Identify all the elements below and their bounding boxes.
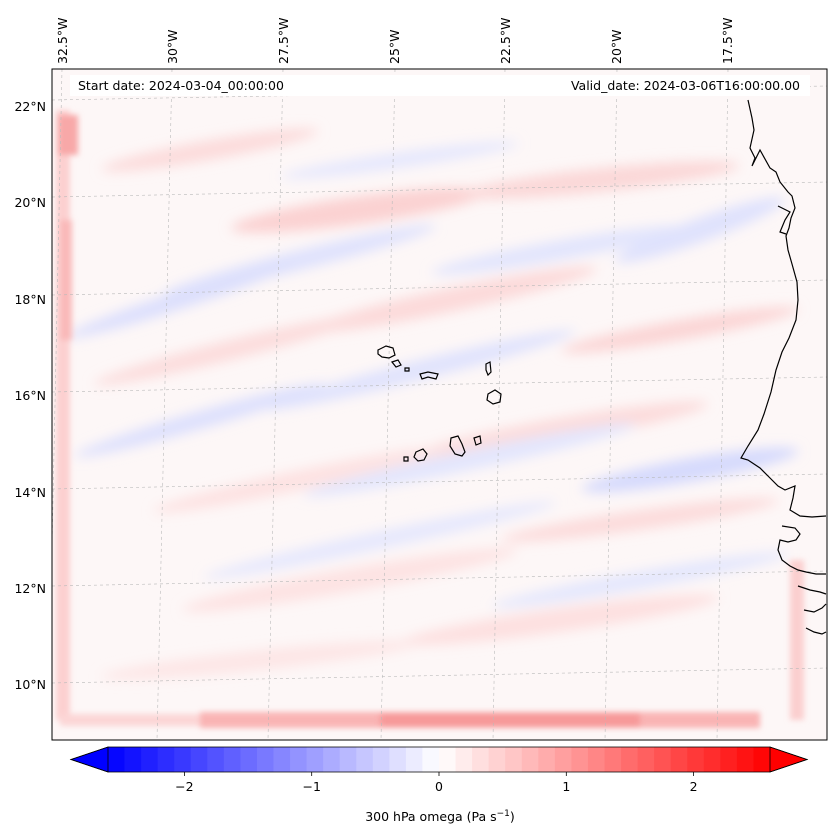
boundary-artefacts — [56, 110, 804, 728]
colorbar-band — [455, 747, 473, 772]
island-maio — [473, 435, 482, 446]
colorbar-band — [273, 747, 291, 772]
lat-label: 18°N — [14, 292, 46, 307]
lon-label: 27.5°W — [276, 18, 291, 64]
island-sao-nicolau — [419, 371, 439, 380]
colorbar-band — [521, 747, 539, 772]
colorbar-band — [637, 747, 655, 772]
colorbar-band — [339, 747, 357, 772]
lat-label: 20°N — [14, 195, 46, 210]
colorbar-band — [439, 747, 456, 772]
lon-label: 30°W — [165, 29, 180, 64]
colorbar-band — [356, 747, 374, 772]
colorbar-band — [157, 747, 175, 772]
colorbar-band — [207, 747, 225, 772]
date-banner — [70, 75, 810, 96]
omega-field — [52, 69, 827, 740]
colorbar: −2 −1 0 1 2 300 hPa omega (Pa s−1) — [69, 746, 809, 824]
colorbar-band — [306, 747, 324, 772]
colorbar-band — [670, 747, 688, 772]
lon-label: 22.5°W — [498, 18, 513, 64]
coastline — [740, 99, 827, 635]
colorbar-band — [223, 747, 241, 772]
coast-main — [740, 99, 827, 518]
lat-label: 14°N — [14, 485, 46, 500]
colorbar-max-extension — [769, 746, 809, 773]
colorbar-bands — [108, 747, 771, 772]
colorbar-outline — [69, 746, 809, 773]
colorbar-band — [323, 747, 341, 772]
colorbar-ticks — [183, 772, 695, 776]
colorbar-title: 300 hPa omega (Pa s−1) — [365, 809, 515, 824]
colorbar-tick-label: 2 — [690, 779, 698, 794]
island-boa-vista — [486, 389, 502, 405]
latitude-labels: 22°N 20°N 18°N 16°N 14°N 12°N 10°N — [14, 99, 46, 692]
colorbar-tick-label: 1 — [562, 779, 570, 794]
colorbar-tick-labels: −2 −1 0 1 2 — [175, 779, 697, 794]
colorbar-band — [587, 747, 605, 772]
colorbar-band — [422, 747, 440, 772]
colorbar-tick-label: −1 — [302, 779, 320, 794]
longitude-labels: 32.5°W 30°W 27.5°W 25°W 22.5°W 20°W 17.5… — [55, 18, 735, 64]
island-sao-vicente — [390, 359, 402, 368]
island-brava — [403, 456, 409, 462]
islands-cabo-verde — [377, 345, 502, 462]
omega-anomalies — [65, 128, 799, 680]
colorbar-band — [190, 747, 208, 772]
colorbar-band — [290, 747, 307, 772]
colorbar-band — [571, 747, 589, 772]
lat-label: 12°N — [14, 581, 46, 596]
colorbar-band — [141, 747, 159, 772]
coast-dakar-bay — [777, 205, 791, 235]
lat-label: 10°N — [14, 677, 46, 692]
colorbar-band — [720, 747, 738, 772]
colorbar-tick-label: 0 — [435, 779, 443, 794]
coast-guinea — [797, 585, 827, 635]
colorbar-band — [256, 747, 274, 772]
colorbar-min-extension — [69, 746, 109, 773]
colorbar-band — [753, 747, 771, 772]
map-frame — [51, 68, 828, 741]
colorbar-band — [389, 747, 407, 772]
island-santo-antao — [377, 345, 396, 359]
lon-label: 32.5°W — [55, 18, 70, 64]
colorbar-band — [538, 747, 556, 772]
colorbar-band — [108, 747, 125, 772]
colorbar-band — [174, 747, 192, 772]
lat-label: 16°N — [14, 388, 46, 403]
colorbar-band — [703, 747, 721, 772]
colorbar-band — [240, 747, 258, 772]
island-fogo — [413, 448, 428, 462]
colorbar-band — [488, 747, 506, 772]
colorbar-band — [372, 747, 390, 772]
valid-date-label: Valid_date: 2024-03-06T16:00:00.00 — [571, 78, 800, 93]
colorbar-band — [604, 747, 622, 772]
colorbar-band — [654, 747, 672, 772]
colorbar-band — [505, 747, 523, 772]
lat-label: 22°N — [14, 99, 46, 114]
colorbar-band — [554, 747, 572, 772]
start-date-label: Start date: 2024-03-04_00:00:00 — [78, 78, 284, 93]
colorbar-band — [472, 747, 490, 772]
colorbar-tick-label: −2 — [175, 779, 193, 794]
island-santa-luzia — [404, 367, 410, 372]
colorbar-band — [405, 747, 423, 772]
island-santiago — [449, 435, 466, 457]
lon-label: 20°W — [609, 29, 624, 64]
colorbar-band — [621, 747, 638, 772]
graticule — [52, 69, 827, 740]
colorbar-band — [736, 747, 754, 772]
island-sal — [485, 361, 492, 377]
coast-gambia — [777, 525, 826, 575]
lon-label: 25°W — [387, 29, 402, 64]
colorbar-band — [124, 747, 142, 772]
lon-label: 17.5°W — [720, 18, 735, 64]
colorbar-band — [687, 747, 705, 772]
